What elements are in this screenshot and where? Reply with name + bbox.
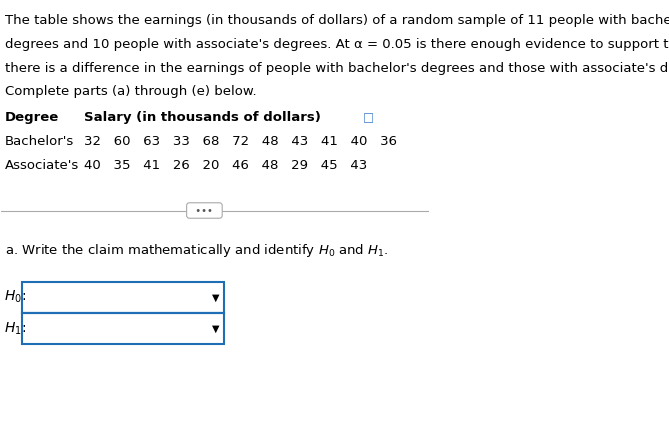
Text: $H_1$:: $H_1$: [3, 320, 25, 337]
Text: The table shows the earnings (in thousands of dollars) of a random sample of 11 : The table shows the earnings (in thousan… [5, 14, 669, 27]
Text: $H_0$:: $H_0$: [3, 289, 25, 306]
Text: □: □ [363, 112, 374, 124]
Text: 40   35   41   26   20   46   48   29   45   43: 40 35 41 26 20 46 48 29 45 43 [84, 159, 367, 172]
Text: •••: ••• [189, 205, 219, 216]
Text: ▼: ▼ [212, 324, 219, 334]
Text: a. Write the claim mathematically and identify $H_0$ and $H_1$.: a. Write the claim mathematically and id… [5, 242, 389, 259]
Text: 32   60   63   33   68   72   48   43   41   40   36: 32 60 63 33 68 72 48 43 41 40 36 [84, 135, 397, 148]
Text: ▼: ▼ [212, 292, 219, 302]
Text: there is a difference in the earnings of people with bachelor's degrees and thos: there is a difference in the earnings of… [5, 61, 669, 75]
Text: Complete parts (a) through (e) below.: Complete parts (a) through (e) below. [5, 85, 256, 99]
FancyBboxPatch shape [22, 313, 223, 344]
Text: Salary (in thousands of dollars): Salary (in thousands of dollars) [84, 112, 320, 124]
Text: degrees and 10 people with associate's degrees. At α = 0.05 is there enough evid: degrees and 10 people with associate's d… [5, 38, 669, 51]
FancyBboxPatch shape [22, 282, 223, 313]
Text: Associate's: Associate's [5, 159, 79, 172]
Text: Degree: Degree [5, 112, 59, 124]
Text: Bachelor's: Bachelor's [5, 135, 74, 148]
